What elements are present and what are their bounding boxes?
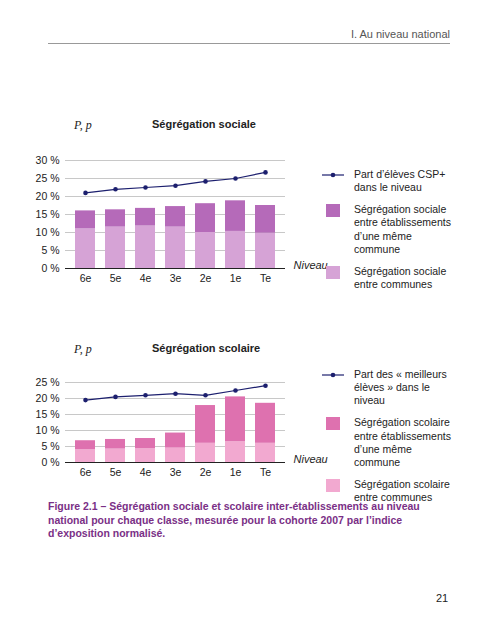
svg-text:Niveau: Niveau [294, 259, 328, 271]
svg-text:2e: 2e [200, 466, 212, 478]
svg-text:5e: 5e [110, 466, 122, 478]
svg-text:1e: 1e [230, 466, 242, 478]
svg-text:4e: 4e [140, 466, 152, 478]
html-text:Ségrégation scolaire entre com: Ségrégation scolaire entre communes [354, 477, 450, 503]
svg-text:1e: 1e [230, 272, 242, 284]
html-text:Part des « meilleurs élèves »: Part des « meilleurs élèves » dans le ni… [354, 368, 447, 407]
svg-text:10 %: 10 % [36, 226, 60, 238]
html-text:Part d’élèves CSP+ dans le niv: Part d’élèves CSP+ dans le niveau [354, 168, 446, 194]
svg-text:Te: Te [260, 466, 271, 478]
html-text:Ségrégation scolaire entre éta: Ségrégation scolaire entre établissement… [354, 416, 451, 468]
html-text:Ségrégation sociale: Ségrégation sociale [152, 118, 256, 130]
svg-text:Niveau: Niveau [294, 453, 328, 465]
svg-text:Te: Te [260, 272, 271, 284]
svg-text:20 %: 20 % [36, 392, 60, 404]
svg-text:25 %: 25 % [36, 376, 60, 388]
svg-text:0 %: 0 % [41, 262, 59, 274]
svg-text:4e: 4e [140, 272, 152, 284]
svg-text:15 %: 15 % [36, 408, 60, 420]
svg-text:6e: 6e [80, 466, 92, 478]
svg-text:6e: 6e [80, 272, 92, 284]
svg-text:5 %: 5 % [41, 244, 59, 256]
html-text:Ségrégation scolaire: Ségrégation scolaire [152, 342, 261, 354]
html-text:Ségrégation sociale entre comm: Ségrégation sociale entre communes [354, 264, 447, 290]
svg-text:0 %: 0 % [41, 456, 59, 468]
html-text:P, p: P, p [74, 118, 92, 132]
html-text:P, p: P, p [74, 342, 92, 356]
svg-text:2e: 2e [200, 272, 212, 284]
html-text:Ségrégation sociale entre étab: Ségrégation sociale entre établissements… [354, 203, 451, 255]
svg-text:15 %: 15 % [36, 208, 60, 220]
svg-text:20 %: 20 % [36, 190, 60, 202]
svg-text:25 %: 25 % [36, 172, 60, 184]
svg-text:10 %: 10 % [36, 424, 60, 436]
html-text:21: 21 [436, 592, 449, 604]
html-text:I. Au niveau national: I. Au niveau national [350, 28, 450, 40]
svg-text:3e: 3e [170, 466, 182, 478]
svg-text:5e: 5e [110, 272, 122, 284]
html-text:Figure 2.1 – Ségrégation socia: Figure 2.1 – Ségrégation sociale et scol… [48, 500, 420, 540]
svg-text:3e: 3e [170, 272, 182, 284]
svg-text:5 %: 5 % [41, 440, 59, 452]
svg-text:30 %: 30 % [36, 154, 60, 166]
